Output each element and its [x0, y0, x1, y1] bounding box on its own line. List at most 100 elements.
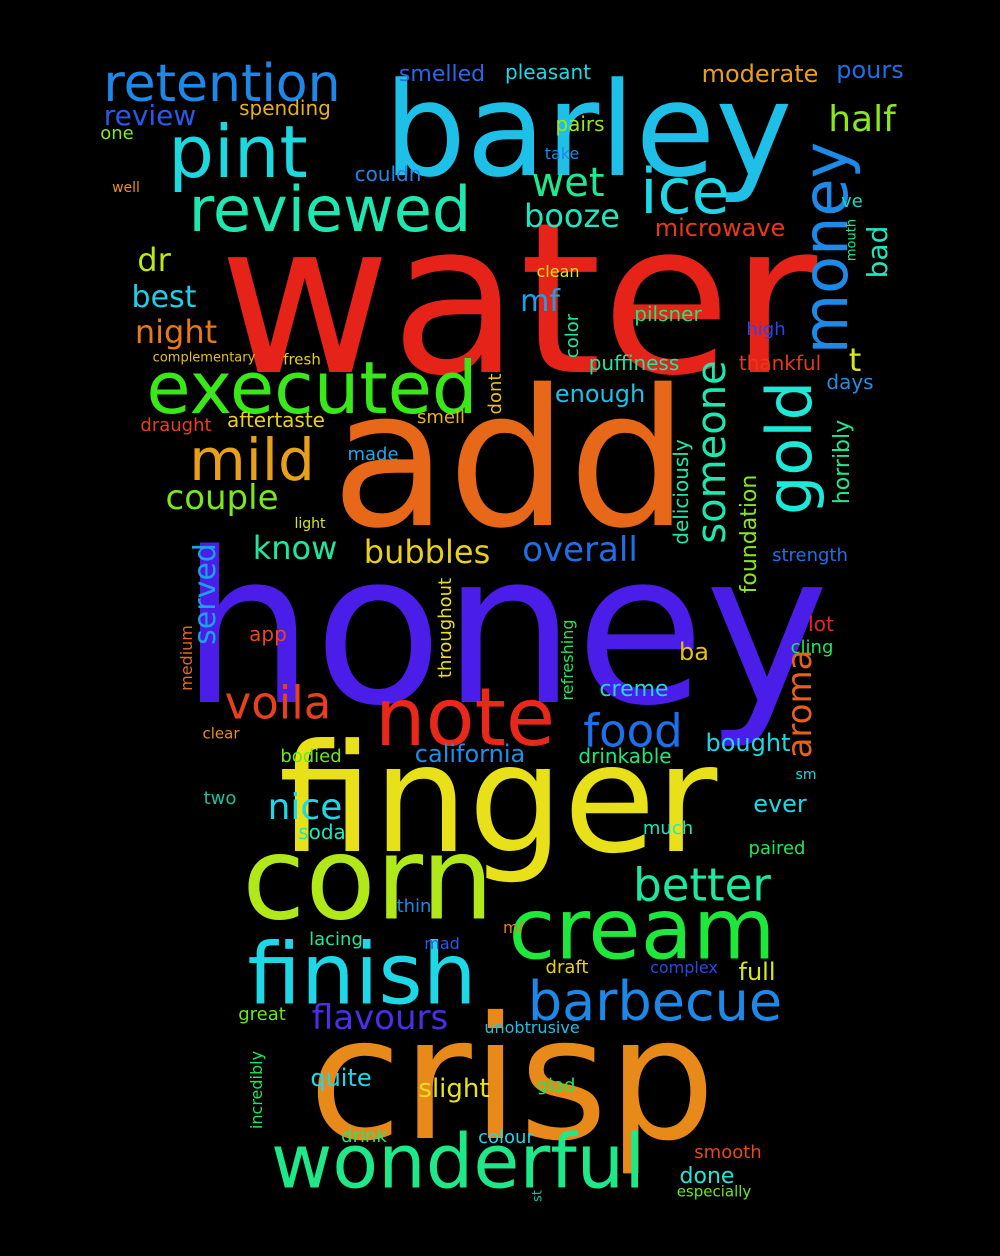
word-two: two [203, 788, 237, 809]
word-unobtrusive: unobtrusive [484, 1018, 580, 1037]
word-dont: dont [485, 373, 506, 415]
word-add: add [331, 349, 689, 570]
word-drinkable: drinkable [578, 744, 672, 768]
word-much: much [642, 818, 694, 839]
word-barbecue: barbecue [527, 970, 783, 1033]
word-especially: especially [676, 1182, 752, 1201]
word-incredibly: incredibly [247, 1050, 266, 1130]
word-pours: pours [836, 56, 904, 84]
word-made: made [347, 444, 399, 465]
word-bodied: bodied [280, 746, 342, 767]
word-someone: someone [689, 360, 735, 544]
word-bubbles: bubbles [363, 533, 491, 571]
word-t: t [848, 341, 862, 379]
word-glad: glad [536, 1075, 576, 1096]
word-water: water [218, 177, 818, 422]
word-high: high [746, 319, 786, 340]
word-reviewed: reviewed [188, 173, 472, 246]
word-couple: couple [165, 478, 279, 518]
word-review: review [103, 99, 197, 132]
word-drink: drink [341, 1126, 387, 1147]
word-sm: sm [795, 767, 817, 783]
word-horribly: horribly [830, 419, 855, 505]
word-clean: clean [536, 262, 580, 281]
word-lot: lot [808, 612, 834, 636]
word-quite: quite [310, 1064, 372, 1092]
word-mf: mf [520, 284, 560, 319]
word-pint: pint [168, 110, 308, 194]
word-flavours: flavours [311, 998, 449, 1038]
word-finish: finish [247, 925, 477, 1025]
word-done: done [679, 1164, 735, 1189]
word-smelled: smelled [398, 62, 486, 87]
word-microwave: microwave [654, 214, 786, 242]
word-executed: executed [146, 346, 478, 430]
word-paired: paired [748, 838, 806, 859]
word-spending: spending [239, 96, 331, 120]
word-bought: bought [705, 729, 791, 757]
word-thankful: thankful [738, 351, 822, 375]
word-great: great [238, 1004, 286, 1025]
word-food: food [583, 704, 683, 758]
word-cream: cream [508, 880, 776, 980]
word-wonderful: wonderful [270, 1117, 646, 1206]
word-ba: ba [679, 638, 709, 666]
word-one: one [100, 123, 134, 144]
word-gold: gold [753, 381, 826, 515]
word-dr: dr [137, 241, 171, 279]
word-fresh: fresh [283, 350, 321, 369]
word-nice: nice [267, 787, 343, 828]
word-draft: draft [545, 957, 589, 978]
word-voila: voila [224, 676, 332, 730]
word-night: night [134, 313, 218, 351]
word-creme: creme [599, 677, 669, 702]
word-pleasant: pleasant [504, 60, 592, 84]
word-medium: medium [177, 625, 196, 691]
word-pairs: pairs [555, 112, 605, 136]
word-clear: clear [202, 724, 240, 743]
word-better: better [633, 858, 771, 912]
word-soda: soda [298, 820, 346, 844]
word-bad: bad [861, 225, 894, 279]
word-pilsner: pilsner [634, 302, 702, 326]
word-corn: corn [242, 812, 494, 947]
word-well: well [112, 180, 140, 196]
word-enough: enough [554, 380, 646, 408]
word-refreshing: refreshing [558, 619, 577, 701]
word-overall: overall [522, 530, 638, 570]
word-ve: ve [841, 191, 863, 212]
word-draught: draught [140, 415, 212, 436]
word-colour: colour [478, 1127, 534, 1148]
word-couldn: couldn [354, 162, 422, 186]
word-slight: slight [418, 1074, 490, 1104]
word-color: color [562, 313, 583, 359]
word-mouth: mouth [844, 218, 860, 262]
word-throughout: throughout [435, 577, 456, 679]
word-crisp: crisp [308, 981, 716, 1179]
word-days: days [826, 370, 874, 394]
word-light: light [294, 516, 326, 532]
word-take: take [544, 144, 580, 163]
word-know: know [252, 529, 338, 567]
word-finger: finger [278, 713, 718, 887]
word-smell: smell [417, 407, 465, 428]
word-cling: cling [790, 637, 834, 658]
word-half: half [828, 99, 896, 140]
word-note: note [374, 671, 556, 764]
word-best: best [131, 280, 197, 315]
word-lacing: lacing [309, 929, 363, 950]
word-moderate: moderate [701, 60, 819, 88]
word-honey: honey [180, 507, 830, 752]
word-foundation: foundation [737, 474, 762, 594]
word-california: california [414, 740, 526, 768]
word-mad: mad [424, 934, 460, 953]
word-aftertaste: aftertaste [227, 408, 325, 432]
word-smooth: smooth [694, 1142, 762, 1163]
word-barley: barley [383, 54, 793, 206]
word-strength: strength [772, 545, 848, 566]
word-full: full [738, 958, 776, 986]
word-app: app [249, 622, 287, 646]
word-complex: complex [650, 958, 718, 977]
word-ml: ml [502, 918, 524, 937]
